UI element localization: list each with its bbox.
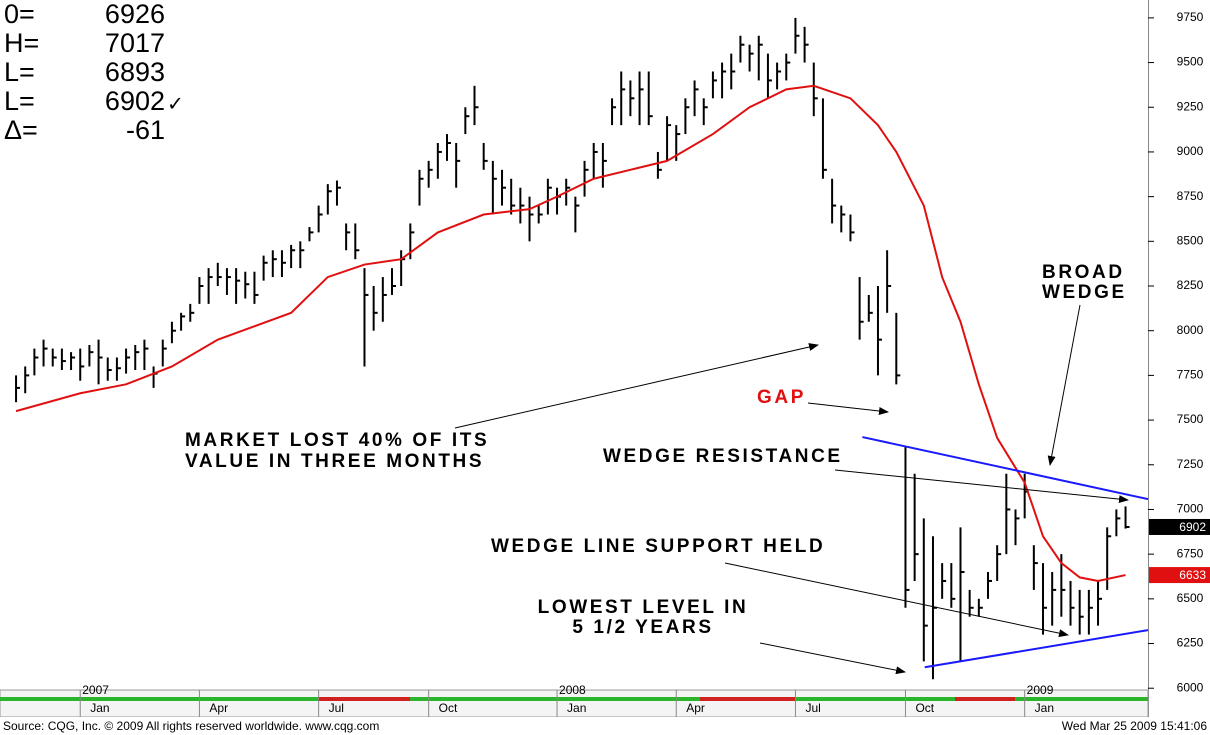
y-tick-label: 8250 [1177,278,1204,292]
header-value: 6893 [105,57,165,87]
header-value: 6926 [105,0,165,29]
price-badge [1149,567,1210,584]
footer-source: Source: CQG, Inc. © 2009 All rights rese… [3,719,379,733]
y-tick-label: 8500 [1177,233,1204,247]
session-strip [0,697,1148,701]
y-tick-label: 6750 [1177,546,1204,560]
y-tick-label: 7250 [1177,457,1204,471]
annotation: WEDGE [1042,282,1127,303]
footer-bar [0,717,1210,735]
annotation: VALUE IN THREE MONTHS [185,451,484,472]
annotation: WEDGE RESISTANCE [603,446,843,467]
arrow [834,469,1129,504]
header: 0= 6926 H= 7017 L= 6893 L= 6902 ✓ Δ= -61 [4,0,184,145]
time-axis [0,689,1149,718]
y-tick-label: 8750 [1177,189,1204,203]
annotations: MARKET LOST 40% OF ITS VALUE IN THREE MO… [185,262,1129,675]
x-tick-label: Jul [805,701,820,715]
header-mark: ✓ [167,93,184,115]
footer-timestamp: Wed Mar 25 2009 15:41:06 [1062,719,1208,733]
header-label: H= [4,28,39,58]
session-strip [700,697,795,701]
y-tick-label: 7500 [1177,412,1204,426]
session-strip [955,697,1015,701]
y-tick-label: 6000 [1177,680,1204,694]
y-tick-label: 9250 [1177,99,1204,113]
arrow [759,642,906,675]
price-badge-label: 6902 [1179,520,1206,534]
year-label: 2008 [559,683,586,697]
x-tick-label: Jul [329,701,344,715]
header-label: L= [4,86,35,116]
annotation: BROAD [1042,262,1125,283]
year-label: 2007 [82,683,109,697]
y-tick-label: 9500 [1177,55,1204,69]
y-tick-label: 7000 [1177,502,1204,516]
header-label: L= [4,57,35,87]
x-tick-label: Jan [567,701,586,715]
annotation: WEDGE LINE SUPPORT HELD [491,536,825,557]
y-tick-label: 7750 [1177,368,1204,382]
header-value: -61 [126,115,165,145]
arrow [724,562,1069,638]
price-badge-label: 6633 [1179,568,1206,582]
y-tick-label: 6250 [1177,636,1204,650]
x-tick-label: Jan [90,701,109,715]
moving-average [15,84,1126,582]
x-tick-label: Oct [915,701,934,715]
year-label: 2009 [1027,683,1054,697]
price-badge [1149,518,1210,535]
annotation: 5 1/2 YEARS [572,617,713,638]
annotation: LOWEST LEVEL IN [538,597,749,618]
y-tick-label: 8000 [1177,323,1204,337]
trendline [924,629,1149,669]
annotation: MARKET LOST 40% OF ITS [185,430,489,451]
x-tick-label: Jan [1035,701,1054,715]
x-tick-label: Oct [439,701,458,715]
header-value: 6902 [105,86,165,116]
session-strip [318,697,410,701]
y-tick-label: 9750 [1177,10,1204,24]
x-tick-label: Apr [686,701,705,715]
arrow [1047,304,1081,466]
x-tick-label: Apr [209,701,228,715]
y-tick-label: 6500 [1177,591,1204,605]
arrow [454,343,819,429]
header-label: 0= [4,0,35,29]
header-value: 7017 [105,28,165,58]
trendline [862,436,1149,501]
header-label: Δ= [4,115,38,145]
y-tick-label: 9000 [1177,144,1204,158]
arrow [807,402,889,415]
annotation: GAP [757,387,806,408]
